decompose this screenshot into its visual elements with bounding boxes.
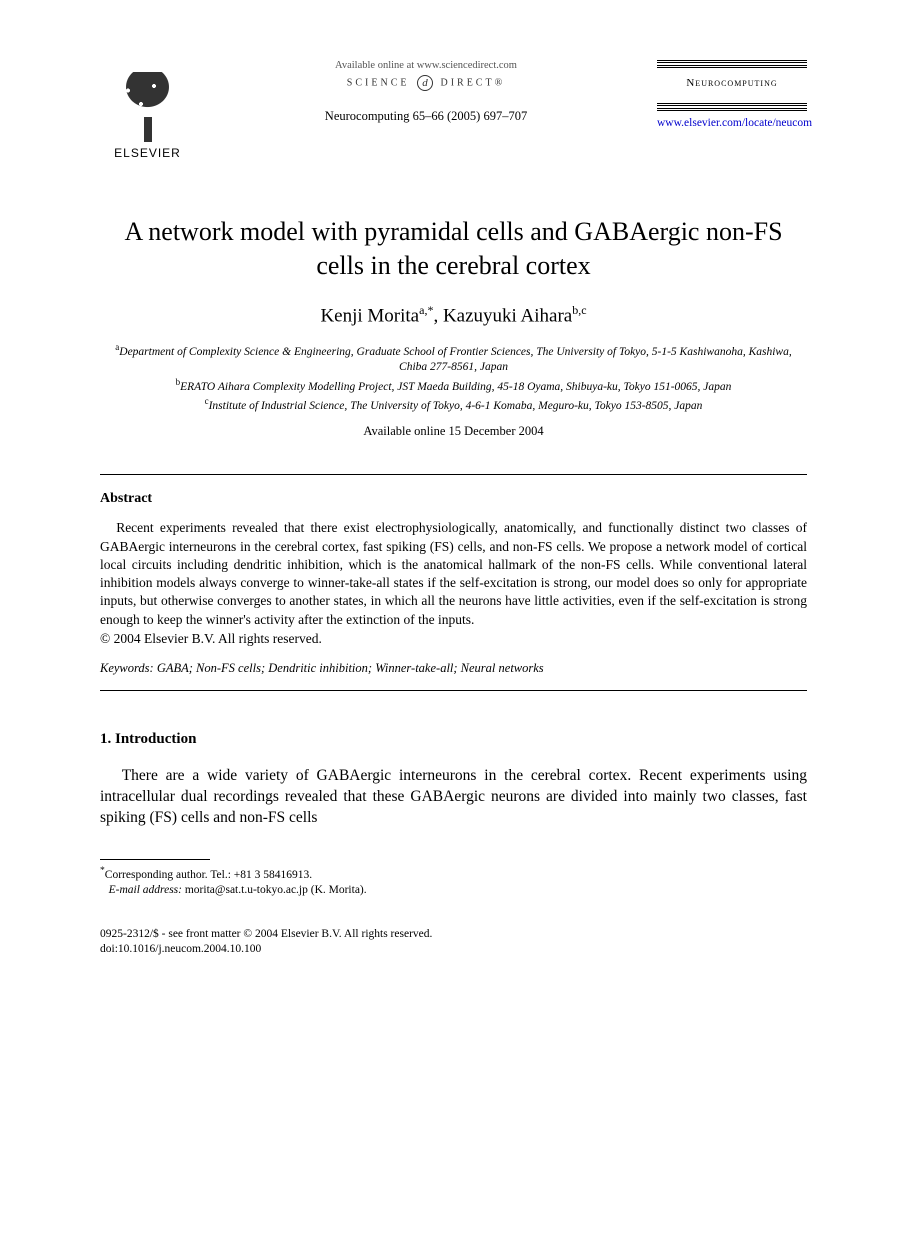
journal-box-rule-bottom: [657, 103, 807, 111]
header-center: Available online at www.sciencedirect.co…: [195, 60, 657, 128]
footnotes: *Corresponding author. Tel.: +81 3 58416…: [100, 864, 807, 899]
affiliation-a: aDepartment of Complexity Science & Engi…: [100, 341, 807, 376]
journal-box-name: Neurocomputing: [657, 71, 807, 103]
abstract-body: Recent experiments revealed that there e…: [100, 519, 807, 628]
sd-right: DIRECT®: [440, 77, 505, 88]
author-1-name: Kenji Morita: [320, 305, 419, 326]
email-note: E-mail address: morita@sat.t.u-tokyo.ac.…: [100, 882, 807, 898]
affiliation-c: cInstitute of Industrial Science, The Un…: [100, 395, 807, 414]
corr-text: Corresponding author. Tel.: +81 3 584169…: [105, 868, 312, 880]
email-label: E-mail address:: [109, 884, 182, 896]
journal-box-rule-top: [657, 60, 807, 68]
available-online-date: Available online 15 December 2004: [100, 424, 807, 439]
footer-line-2: doi:10.1016/j.neucom.2004.10.100: [100, 942, 807, 958]
keywords-line: Keywords: GABA; Non-FS cells; Dendritic …: [100, 661, 807, 676]
available-online-text: Available online at www.sciencedirect.co…: [205, 60, 647, 71]
affiliations: aDepartment of Complexity Science & Engi…: [100, 341, 807, 415]
page-header: ELSEVIER Available online at www.science…: [100, 60, 807, 160]
keywords-text: GABA; Non-FS cells; Dendritic inhibition…: [154, 661, 544, 675]
sd-left: SCIENCE: [347, 77, 410, 88]
elsevier-tree-icon: [110, 72, 185, 142]
journal-box: Neurocomputing www.elsevier.com/locate/n…: [657, 60, 807, 129]
page-footer: 0925-2312/$ - see front matter © 2004 El…: [100, 927, 807, 958]
footnote-rule: [100, 859, 210, 860]
email-value: morita@sat.t.u-tokyo.ac.jp (K. Morita).: [182, 884, 367, 896]
author-2-name: Kazuyuki Aihara: [443, 305, 572, 326]
rule-before-abstract: [100, 474, 807, 475]
publisher-name: ELSEVIER: [114, 146, 181, 160]
authors-line: Kenji Moritaa,*, Kazuyuki Aiharab,c: [100, 303, 807, 327]
affil-b-text: ERATO Aihara Complexity Modelling Projec…: [180, 381, 731, 393]
introduction-heading: 1. Introduction: [100, 731, 807, 748]
elsevier-logo: ELSEVIER: [100, 60, 195, 160]
affiliation-b: bERATO Aihara Complexity Modelling Proje…: [100, 376, 807, 395]
affil-c-text: Institute of Industrial Science, The Uni…: [209, 400, 703, 412]
abstract-copyright: © 2004 Elsevier B.V. All rights reserved…: [100, 631, 807, 647]
keywords-label: Keywords:: [100, 661, 154, 675]
journal-url-link[interactable]: www.elsevier.com/locate/neucom: [657, 117, 807, 129]
science-direct-logo: SCIENCE d DIRECT®: [205, 75, 647, 91]
abstract-heading: Abstract: [100, 491, 807, 507]
rule-after-keywords: [100, 690, 807, 691]
corresponding-author-note: *Corresponding author. Tel.: +81 3 58416…: [100, 864, 807, 883]
journal-reference: Neurocomputing 65–66 (2005) 697–707: [205, 109, 647, 124]
footer-line-1: 0925-2312/$ - see front matter © 2004 El…: [100, 927, 807, 943]
article-title: A network model with pyramidal cells and…: [100, 215, 807, 283]
sd-circle-icon: d: [417, 75, 433, 91]
author-2-affil-sup: b,c: [572, 303, 586, 317]
affil-a-text: Department of Complexity Science & Engin…: [119, 346, 791, 374]
introduction-body: There are a wide variety of GABAergic in…: [100, 766, 807, 829]
author-sep: ,: [433, 305, 443, 326]
